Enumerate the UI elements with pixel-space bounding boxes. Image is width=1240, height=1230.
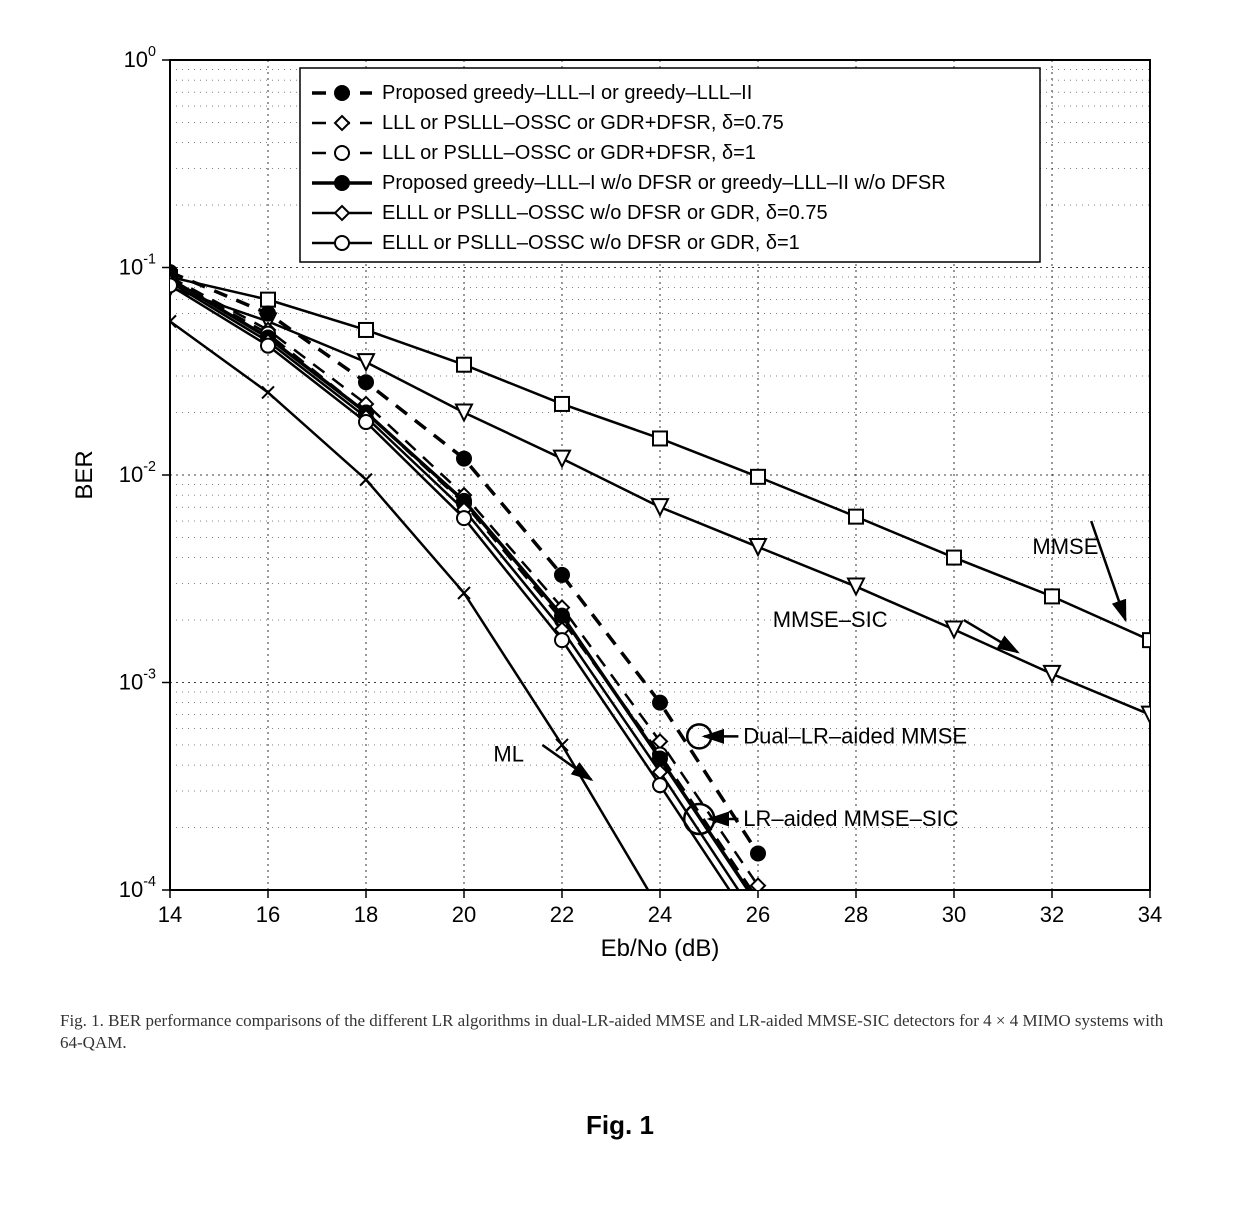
svg-text:MMSE: MMSE: [1032, 534, 1098, 559]
svg-text:30: 30: [942, 902, 966, 927]
ber-chart: 14 16 18 20 22 24 26 28 30 32 34 10-4 10-3 10-2 10-1 10…: [60, 40, 1180, 970]
svg-text:10-1: 10-1: [119, 252, 156, 280]
svg-text:10-2: 10-2: [119, 459, 156, 487]
svg-text:34: 34: [1138, 902, 1162, 927]
svg-text:24: 24: [648, 902, 672, 927]
svg-text:LR–aided MMSE–SIC: LR–aided MMSE–SIC: [743, 806, 958, 831]
svg-text:16: 16: [256, 902, 280, 927]
svg-text:Proposed greedy–LLL–I or greed: Proposed greedy–LLL–I or greedy–LLL–II: [382, 82, 752, 104]
svg-text:14: 14: [158, 902, 182, 927]
svg-text:Proposed greedy–LLL–I w/o DFSR: Proposed greedy–LLL–I w/o DFSR or greedy…: [382, 172, 946, 194]
svg-text:26: 26: [746, 902, 770, 927]
svg-text:100: 100: [124, 44, 156, 72]
svg-text:Eb/No (dB): Eb/No (dB): [601, 935, 720, 962]
svg-text:BER: BER: [71, 450, 98, 499]
svg-text:10-4: 10-4: [119, 874, 156, 902]
figure-label: Fig. 1: [0, 1110, 1240, 1141]
svg-text:ML: ML: [493, 741, 524, 766]
svg-text:10-3: 10-3: [119, 667, 156, 695]
svg-text:20: 20: [452, 902, 476, 927]
figure-caption: Fig. 1. BER performance comparisons of t…: [60, 1010, 1180, 1054]
svg-text:32: 32: [1040, 902, 1064, 927]
svg-text:MMSE–SIC: MMSE–SIC: [773, 607, 888, 632]
svg-text:22: 22: [550, 902, 574, 927]
svg-text:ELLL or PSLLL–OSSC w/o DFSR or: ELLL or PSLLL–OSSC w/o DFSR or GDR, δ=1: [382, 232, 800, 254]
svg-text:LLL or PSLLL–OSSC or GDR+DFSR,: LLL or PSLLL–OSSC or GDR+DFSR, δ=1: [382, 142, 756, 164]
svg-text:18: 18: [354, 902, 378, 927]
svg-text:LLL or PSLLL–OSSC or GDR+DFSR,: LLL or PSLLL–OSSC or GDR+DFSR, δ=0.75: [382, 112, 784, 134]
svg-text:ELLL or PSLLL–OSSC w/o DFSR or: ELLL or PSLLL–OSSC w/o DFSR or GDR, δ=0.…: [382, 202, 828, 224]
legend: Proposed greedy–LLL–I or greedy–LLL–II LL…: [300, 68, 1040, 262]
svg-text:28: 28: [844, 902, 868, 927]
svg-text:Dual–LR–aided MMSE: Dual–LR–aided MMSE: [743, 723, 967, 748]
